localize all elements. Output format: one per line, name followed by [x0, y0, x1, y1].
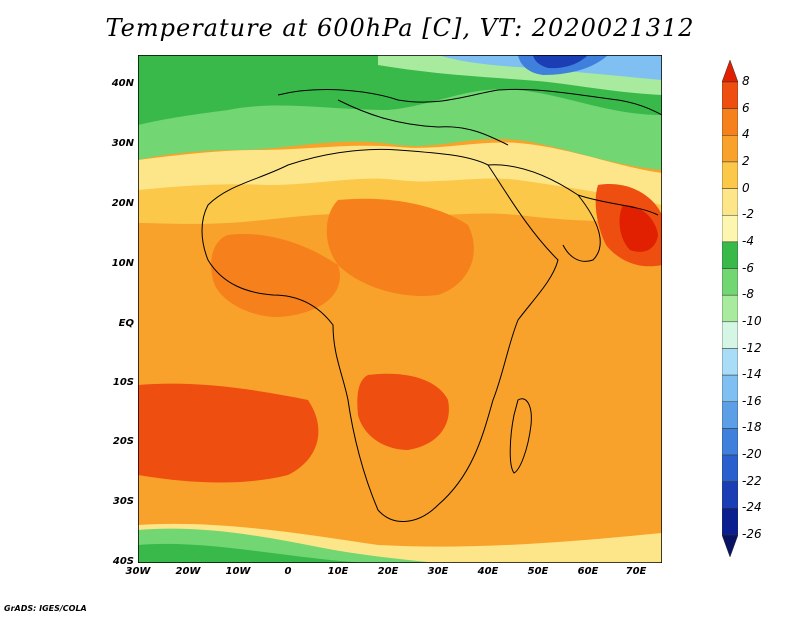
colorbar-top-arrow — [722, 60, 738, 83]
lon-label-20w: 20W — [175, 566, 201, 577]
lat-label-20s: 20S — [112, 436, 134, 447]
temperature-map — [138, 55, 662, 563]
map-canvas — [138, 55, 662, 563]
colorbar-bottom-arrow — [722, 534, 738, 557]
colorbar-box — [722, 81, 738, 109]
madagascar-outline — [509, 398, 532, 474]
lon-label-40e: 40E — [477, 566, 499, 577]
south-green-band-2 — [138, 543, 368, 563]
lon-label-30e: 30E — [427, 566, 449, 577]
lat-label-20n: 20N — [111, 198, 134, 209]
colorbar-label: -8 — [742, 287, 754, 302]
colorbar-box — [722, 188, 738, 216]
colorbar-label: -18 — [742, 420, 762, 435]
colorbar-box — [722, 241, 738, 269]
colorbar-label: -10 — [742, 313, 762, 328]
lat-label-eq: EQ — [118, 318, 134, 329]
hot-area-atlantic — [138, 383, 319, 483]
hot-area-angola — [357, 373, 449, 450]
colorbar-label: -16 — [742, 393, 762, 408]
colorbar-box — [722, 481, 738, 509]
colorbar-box — [722, 374, 738, 403]
colorbar-label: -4 — [742, 233, 754, 248]
hottest-area — [619, 205, 658, 252]
arabia-outline — [487, 164, 601, 262]
colorbar-label: -2 — [742, 207, 754, 222]
colorbar-box — [722, 294, 738, 323]
lon-label-60e: 60E — [577, 566, 599, 577]
colorbar-label: -24 — [742, 500, 762, 515]
colorbar — [722, 60, 738, 557]
colorbar-label: -26 — [742, 527, 762, 541]
lat-label-40n: 40N — [111, 78, 134, 89]
colorbar-box — [722, 348, 738, 376]
map-title: Temperature at 600hPa [C], VT: 202002131… — [105, 14, 695, 42]
colorbar-label: -12 — [742, 340, 762, 355]
colorbar-box — [722, 508, 738, 536]
lat-label-10n: 10N — [111, 258, 134, 269]
lat-label-10s: 10S — [112, 377, 134, 388]
lon-label-0: 0 — [284, 566, 292, 577]
india-coast — [577, 194, 659, 216]
colorbar-label: -20 — [742, 447, 762, 462]
colorbar-box — [722, 268, 738, 296]
lon-label-10w: 10W — [225, 566, 251, 577]
europe-coast — [277, 88, 662, 116]
credit-text: GrADS: IGES/COLA — [4, 604, 87, 613]
cool-band-2 — [138, 178, 662, 224]
lon-label-30w: 30W — [125, 566, 151, 577]
colorbar-box — [722, 108, 738, 136]
colorbar-box — [722, 161, 738, 189]
mediterranean-coast — [337, 99, 509, 146]
cold-core-deep — [533, 55, 588, 69]
colorbar-label: -6 — [742, 260, 754, 275]
warm-area-west — [211, 234, 340, 317]
lon-label-50e: 50E — [527, 566, 549, 577]
colorbar-box — [722, 321, 738, 349]
colorbar-label: -22 — [742, 473, 762, 488]
lat-label-40s: 40S — [112, 556, 134, 567]
colorbar-label: 8 — [742, 74, 750, 88]
colorbar-box — [722, 214, 738, 243]
colorbar-box — [722, 135, 738, 163]
colorbar-label: 4 — [742, 127, 750, 142]
colorbar-label: 6 — [742, 100, 750, 115]
warm-area-sahel — [326, 198, 474, 296]
lon-label-70e: 70E — [625, 566, 647, 577]
lon-label-20e: 20E — [377, 566, 399, 577]
colorbar-label: 0 — [742, 180, 750, 195]
colorbar-box — [722, 428, 738, 456]
colorbar-box — [722, 401, 738, 429]
lon-label-10e: 10E — [327, 566, 349, 577]
colorbar-label: 2 — [742, 153, 750, 168]
africa-outline — [201, 148, 559, 522]
lat-label-30n: 30N — [111, 138, 134, 149]
colorbar-label: -14 — [742, 367, 762, 382]
colorbar-box — [722, 454, 738, 482]
colorbar-boxes — [722, 60, 738, 557]
lat-label-30s: 30S — [112, 496, 134, 507]
